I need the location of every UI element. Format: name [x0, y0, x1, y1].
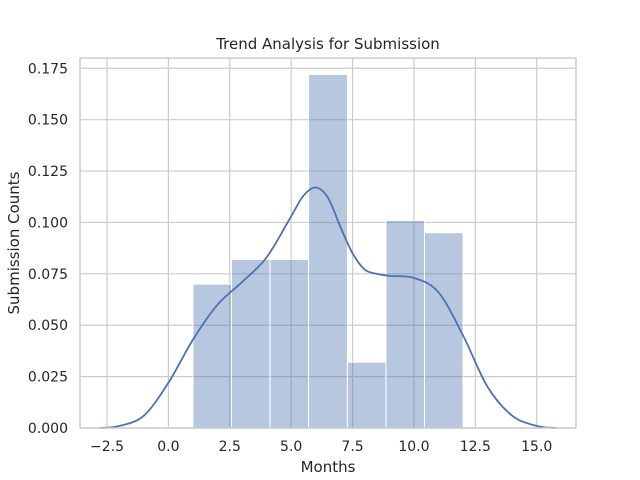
x-tick-label: 12.5	[460, 439, 491, 455]
x-tick-label: −2.5	[90, 439, 124, 455]
bars-layer	[192, 73, 464, 429]
plot-frame	[79, 57, 577, 429]
density-curve	[99, 186, 557, 429]
density-curve-layer	[99, 186, 557, 429]
y-tick-label: 0.100	[28, 215, 68, 231]
x-axis-label: Months	[301, 458, 356, 476]
y-tick-label: 0.000	[28, 421, 68, 437]
histogram-bar	[192, 283, 233, 429]
y-tick-label: 0.125	[28, 164, 68, 180]
x-tick-label: 0.0	[157, 439, 179, 455]
y-tick-label: 0.075	[28, 267, 68, 283]
y-tick-label: 0.050	[28, 318, 68, 334]
y-tick-label: 0.025	[28, 370, 68, 386]
histogram-bar	[231, 258, 271, 429]
histogram-bar	[346, 361, 387, 429]
x-tick-labels: −2.5 0.0 2.5 5.0 7.5 10.0 12.5 15.0	[90, 439, 552, 455]
y-axis-label: Submission Counts	[5, 171, 23, 314]
y-tick-label: 0.175	[28, 61, 68, 77]
histogram-bar	[308, 73, 348, 429]
x-tick-label: 10.0	[398, 439, 429, 455]
chart-title: Trend Analysis for Submission	[215, 35, 440, 53]
y-tick-labels: 0.000 0.025 0.050 0.075 0.100 0.125 0.150 0.175	[28, 61, 68, 437]
x-tick-label: 15.0	[521, 439, 552, 455]
histogram-bar	[423, 232, 464, 429]
x-tick-label: 2.5	[219, 439, 241, 455]
x-tick-label: 7.5	[341, 439, 363, 455]
x-tick-label: 5.0	[280, 439, 302, 455]
histogram-bar	[269, 258, 310, 429]
grid-layer	[80, 58, 576, 429]
spines-layer	[79, 57, 577, 429]
histogram-bar	[385, 219, 425, 429]
y-tick-label: 0.150	[28, 113, 68, 129]
